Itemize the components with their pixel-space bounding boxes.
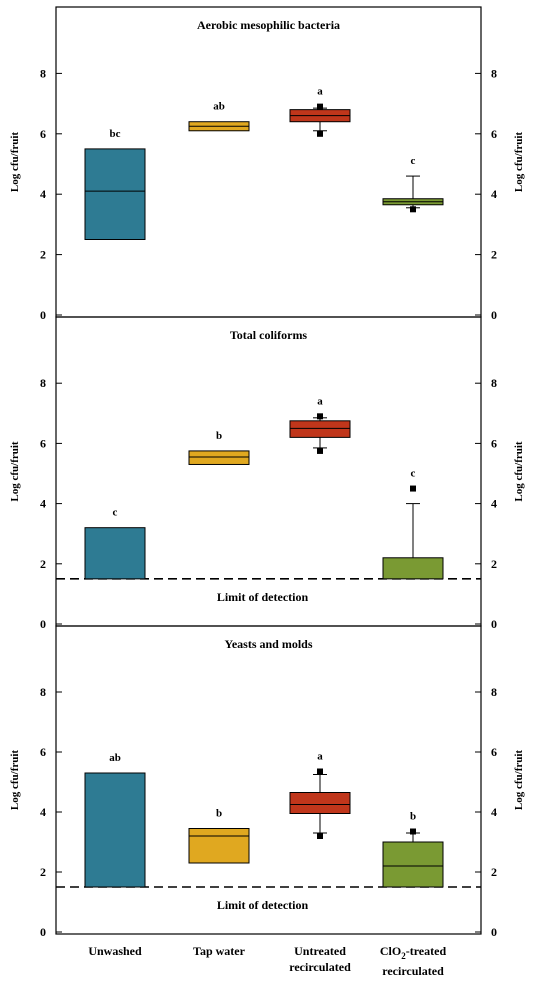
outlier-point xyxy=(317,413,323,420)
box-2: b xyxy=(188,808,250,864)
panel-3: Yeasts and molds 0 0 2 2 4 4 6 6 8 8 Log cfu/fruit L… xyxy=(9,625,525,939)
box-2: ab xyxy=(188,101,250,132)
x-label-clo2-prefix: ClO xyxy=(380,944,401,958)
y-tick-label-right: 2 xyxy=(491,248,497,262)
y-axis-title-left: Log cfu/fruit xyxy=(9,441,21,502)
y-tick-label-right: 2 xyxy=(491,865,497,879)
outlier-point xyxy=(410,485,416,492)
box-rect xyxy=(289,420,351,438)
panel-1: Aerobic mesophilic bacteria 0 0 2 2 4 4 6 6 8 8 Log… xyxy=(9,6,525,322)
y-tick-label-left: 0 xyxy=(40,617,46,631)
y-tick-label-right: 6 xyxy=(491,436,497,450)
panel-title: Total coliforms xyxy=(230,328,308,342)
y-tick-label-left: 8 xyxy=(40,376,46,390)
outlier-point xyxy=(410,206,416,213)
x-label-untreated-line1: Untreated xyxy=(294,944,346,958)
box-rect xyxy=(188,828,250,864)
y-tick-label-right: 0 xyxy=(491,617,497,631)
box-2: b xyxy=(188,430,250,465)
significance-letter: c xyxy=(411,468,416,480)
significance-letter: b xyxy=(216,430,222,442)
panel-frame xyxy=(55,625,482,935)
box-rect xyxy=(188,450,250,465)
box-4: b xyxy=(382,811,444,888)
panel-2: Total coliforms 0 0 2 2 4 4 6 6 8 8 Log cfu/fruit Lo… xyxy=(9,316,525,631)
x-label-unwashed: Unwashed xyxy=(88,944,142,958)
box-3: a xyxy=(289,86,351,137)
y-tick-label-left: 2 xyxy=(40,865,46,879)
box-rect xyxy=(382,841,444,888)
x-label-clo2-line2: recirculated xyxy=(382,964,444,978)
y-tick-label-right: 8 xyxy=(491,685,497,699)
box-rect xyxy=(84,148,146,240)
y-tick-label-left: 2 xyxy=(40,248,46,262)
box-1: bc xyxy=(84,128,146,240)
y-tick-label-right: 0 xyxy=(491,925,497,939)
box-4: c xyxy=(382,155,444,213)
x-label-clo2-line1: ClO2-treated xyxy=(380,944,447,961)
y-tick-label-right: 8 xyxy=(491,376,497,390)
y-tick-label-right: 4 xyxy=(491,187,497,201)
y-tick-label-left: 0 xyxy=(40,308,46,322)
outlier-point xyxy=(317,768,323,775)
significance-letter: a xyxy=(317,395,323,407)
x-axis-labels: Unwashed Tap water Untreated recirculate… xyxy=(88,944,446,978)
box-rect xyxy=(84,527,146,580)
y-tick-label-left: 6 xyxy=(40,745,46,759)
y-tick-label-right: 4 xyxy=(491,805,497,819)
panel-title: Yeasts and molds xyxy=(224,637,312,651)
significance-letter: a xyxy=(317,751,323,763)
significance-letter: b xyxy=(410,811,416,823)
box-1: c xyxy=(84,507,146,580)
significance-letter: c xyxy=(411,155,416,167)
panel-title: Aerobic mesophilic bacteria xyxy=(197,18,340,32)
y-tick-label-left: 4 xyxy=(40,187,46,201)
x-label-tap-water: Tap water xyxy=(193,944,246,958)
y-tick-label-right: 0 xyxy=(491,308,497,322)
outlier-point xyxy=(317,130,323,137)
y-axis-title-right: Log cfu/fruit xyxy=(513,441,525,502)
significance-letter: bc xyxy=(110,128,121,140)
y-tick-label-left: 6 xyxy=(40,436,46,450)
box-rect xyxy=(84,772,146,888)
limit-of-detection-label: Limit of detection xyxy=(217,590,309,604)
y-tick-label-right: 4 xyxy=(491,497,497,511)
y-tick-label-left: 6 xyxy=(40,127,46,141)
y-axis-title-left: Log cfu/fruit xyxy=(9,132,21,193)
significance-letter: ab xyxy=(213,101,225,113)
box-4: c xyxy=(382,468,444,580)
y-tick-label-left: 0 xyxy=(40,925,46,939)
outlier-point xyxy=(317,447,323,454)
outlier-point xyxy=(317,103,323,110)
y-axis-title-left: Log cfu/fruit xyxy=(9,750,21,811)
y-axis-title-right: Log cfu/fruit xyxy=(513,750,525,811)
outlier-point xyxy=(317,833,323,839)
x-label-clo2-suffix: -treated xyxy=(406,944,447,958)
box-3: a xyxy=(289,395,351,454)
x-label-untreated-line2: recirculated xyxy=(289,960,351,974)
x-label-clo2-subscript: 2 xyxy=(401,951,406,961)
y-tick-label-left: 8 xyxy=(40,66,46,80)
significance-letter: b xyxy=(216,808,222,820)
y-tick-label-left: 4 xyxy=(40,805,46,819)
outlier-point xyxy=(410,828,416,835)
box-1: ab xyxy=(84,752,146,888)
y-tick-label-right: 8 xyxy=(491,66,497,80)
y-tick-label-right: 6 xyxy=(491,745,497,759)
limit-of-detection-label: Limit of detection xyxy=(217,898,309,912)
y-tick-label-left: 8 xyxy=(40,685,46,699)
significance-letter: ab xyxy=(109,752,121,764)
panel-frame xyxy=(55,316,482,627)
y-axis-title-right: Log cfu/fruit xyxy=(513,132,525,193)
y-tick-label-right: 2 xyxy=(491,557,497,571)
significance-letter: c xyxy=(113,507,118,519)
significance-letter: a xyxy=(317,86,323,98)
box-rect xyxy=(382,557,444,580)
y-tick-label-left: 4 xyxy=(40,497,46,511)
box-3: a xyxy=(289,751,351,839)
y-tick-label-left: 2 xyxy=(40,557,46,571)
y-tick-label-right: 6 xyxy=(491,127,497,141)
box-rect xyxy=(289,792,351,814)
